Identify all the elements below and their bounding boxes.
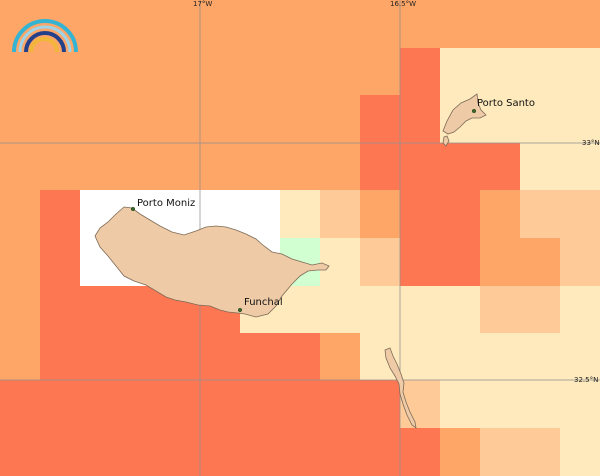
porto-santo-islet [442, 135, 450, 147]
madeira-island [94, 206, 330, 318]
latitude-label-33n: 33°N [582, 139, 600, 147]
grid-cell-ocean-highest [400, 48, 440, 143]
grid-cell-ocean-low [440, 48, 600, 143]
longitude-label-17w: 17°W [193, 0, 213, 8]
grid-cell-ocean-low [520, 143, 600, 191]
grid-cell-ocean-high [400, 0, 600, 48]
grid-cell-ocean-high [0, 190, 40, 380]
grid-cell-ocean-highest [40, 190, 80, 380]
porto-santo-marker[interactable] [471, 108, 477, 114]
grid-cell-ocean-highest [400, 428, 440, 476]
latitude-label-32-5n: 32.5°N [574, 376, 599, 384]
grid-cell-ocean-high [360, 190, 400, 238]
grid-cell-ocean-highest [240, 333, 320, 380]
place-label-funchal: Funchal [244, 297, 283, 308]
grid-cell-ocean-low [560, 286, 600, 333]
grid-cell-ocean-high [520, 238, 560, 286]
place-label-porto-santo: Porto Santo [477, 98, 535, 109]
grid-cell-ocean-mid [560, 238, 600, 286]
grid-cell-ocean-low [280, 190, 320, 238]
grid-cell-ocean-low [320, 238, 360, 286]
islands [94, 93, 487, 429]
grid-cell-ocean-high [440, 428, 480, 476]
grid-cell-ocean-high [320, 333, 360, 380]
longitude-label-16-5w: 16.5°W [390, 0, 417, 8]
grid-cell-ocean-mid [320, 190, 360, 238]
grid-cell-ocean-mid [520, 190, 600, 238]
grid-cell-ocean-highest [400, 143, 520, 191]
porto-santo-island [442, 93, 487, 135]
rainbow-logo-icon [12, 19, 78, 53]
grid-cell-ocean-low [440, 380, 600, 428]
desertas-islands [384, 347, 417, 429]
grid-cell-ocean-mid [360, 238, 400, 286]
grid-cell-ocean-high [480, 190, 520, 286]
funchal-marker[interactable] [237, 307, 243, 313]
grid-cell-ocean-low [560, 428, 600, 476]
grid-cell-ocean-highest [400, 190, 480, 286]
place-label-porto-moniz: Porto Moniz [137, 198, 196, 209]
grid-cell-ocean-mid [480, 428, 560, 476]
place-markers [130, 108, 477, 313]
grid-cell-ocean-mid [480, 286, 560, 333]
porto-moniz-marker[interactable] [130, 206, 136, 212]
